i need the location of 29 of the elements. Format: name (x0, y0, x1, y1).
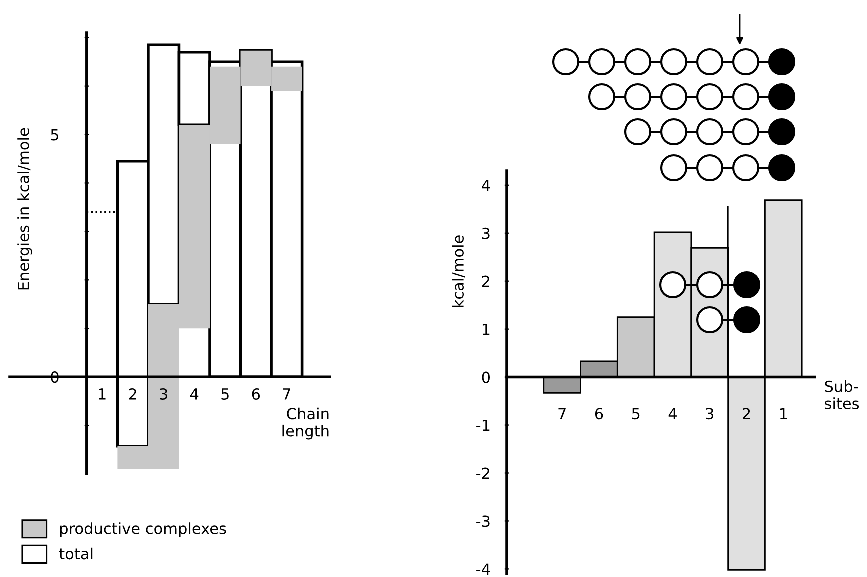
y-tick-label: -3 (476, 516, 490, 528)
y-tick-label: 4 (482, 180, 490, 192)
y-tick-label: -2 (476, 468, 490, 480)
x-tick-label: 3 (160, 388, 168, 400)
x-tick-label: 7 (558, 408, 566, 420)
y-tick-label: -1 (476, 420, 490, 432)
y-tick-label: 1 (482, 324, 490, 336)
y-axis-title: kcal/mole (452, 236, 466, 308)
y-tick-label: 3 (482, 228, 490, 240)
x-tick-label: 2 (743, 408, 750, 420)
y-tick-label: 2 (482, 276, 490, 288)
x-axis-title: Chain length (282, 408, 329, 440)
x-tick-label: 5 (222, 388, 229, 400)
x-tick-label: 1 (99, 388, 106, 400)
legend-label: total (59, 548, 93, 560)
x-axis-title: Sub- sites (825, 380, 860, 410)
x-tick-label: 5 (632, 408, 640, 420)
x-tick-label: 7 (283, 388, 290, 400)
y-tick-label: -4 (476, 564, 490, 576)
x-tick-label: 3 (706, 408, 714, 420)
x-tick-label: 6 (252, 388, 260, 400)
x-tick-label: 4 (668, 408, 677, 420)
x-tick-label: 1 (780, 408, 788, 420)
x-tick-label: 4 (190, 388, 199, 400)
y-axis-title: Energies in kcal/mole (18, 128, 32, 290)
x-tick-label: 6 (595, 408, 604, 420)
x-tick-label: 2 (129, 388, 136, 400)
legend-label: productive complexes (60, 522, 226, 538)
y-tick-label: 0 (482, 372, 490, 384)
